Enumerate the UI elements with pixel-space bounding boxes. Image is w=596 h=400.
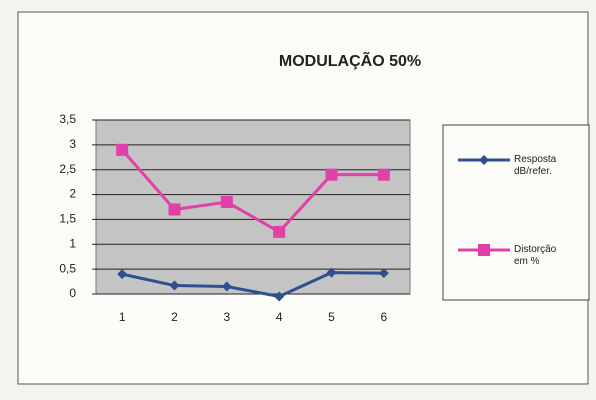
point xyxy=(117,269,128,280)
y-tick-label: 3,5 xyxy=(59,112,76,126)
point xyxy=(479,155,489,165)
legend-label: Resposta dB/refer. xyxy=(514,154,557,177)
series-line xyxy=(121,148,384,234)
point xyxy=(168,203,181,216)
point xyxy=(273,225,286,238)
y-tick-label: 0,5 xyxy=(59,261,76,275)
x-tick-label: 1 xyxy=(119,310,126,324)
point xyxy=(116,143,129,156)
x-tick-label: 3 xyxy=(223,310,230,324)
x-tick-label: 5 xyxy=(328,310,335,324)
series-line xyxy=(121,271,384,299)
point xyxy=(325,168,338,181)
plot-area xyxy=(95,119,411,295)
y-tick-label: 2 xyxy=(69,187,76,201)
point xyxy=(169,280,180,291)
point xyxy=(221,281,232,292)
point xyxy=(220,196,233,209)
legend-label: Distorção em % xyxy=(514,244,557,267)
x-tick-label: 4 xyxy=(276,310,283,324)
y-tick-label: 0 xyxy=(69,286,76,300)
y-tick-label: 3 xyxy=(69,137,76,151)
point xyxy=(274,291,285,302)
chart-title: MODULAÇÃO 50% xyxy=(279,50,421,70)
y-tick-label: 1,5 xyxy=(59,212,76,226)
x-tick-label: 2 xyxy=(171,310,178,324)
point xyxy=(326,267,337,278)
y-tick-label: 1 xyxy=(69,236,76,250)
y-tick-label: 2,5 xyxy=(59,162,76,176)
point xyxy=(478,244,490,256)
x-tick-label: 6 xyxy=(380,310,387,324)
legend-box xyxy=(442,124,590,301)
point xyxy=(377,168,390,181)
point xyxy=(378,268,389,279)
